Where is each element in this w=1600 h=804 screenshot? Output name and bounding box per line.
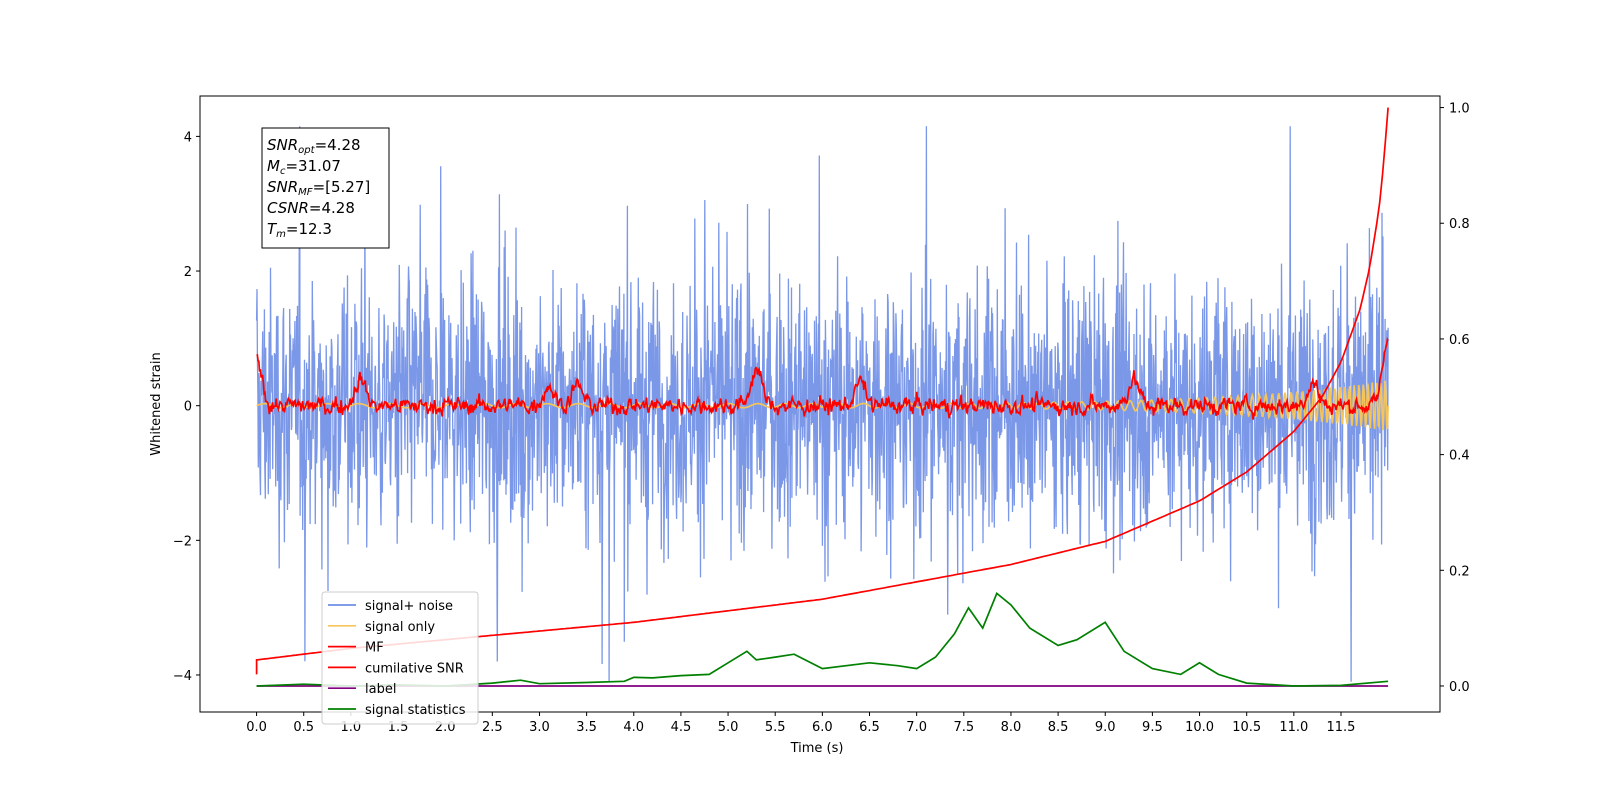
y2-tick-label: 1.0 — [1449, 102, 1470, 117]
x-tick-label: 10.0 — [1185, 720, 1214, 735]
annotation-line: SNRMF=[5.27] — [267, 178, 370, 198]
x-tick-label: 11.0 — [1279, 720, 1308, 735]
annotation-line: Tm=12.3 — [267, 220, 332, 240]
x-tick-label: 3.5 — [576, 720, 597, 735]
x-axis-label: Time (s) — [790, 741, 844, 756]
axes-frame — [199, 95, 1441, 713]
x-tick-label: 8.5 — [1048, 720, 1069, 735]
y2-tick-label: 0.8 — [1449, 217, 1470, 232]
x-tick-label: 3.0 — [529, 720, 550, 735]
legend: signal+ noise signal only MF cumilative SNR… — [321, 591, 479, 725]
y-tick-label: 4 — [184, 130, 192, 145]
x-tick-label: 0.0 — [246, 720, 267, 735]
y-axis-label: Whitened strain — [149, 352, 164, 455]
legend-label: cumilative SNR — [365, 661, 464, 676]
x-tick-label: 7.0 — [906, 720, 927, 735]
series-signal-noise — [255, 126, 1389, 682]
y-tick-label: −4 — [173, 669, 192, 684]
x-tick-label: 7.5 — [953, 720, 974, 735]
legend-label: signal+ noise — [365, 599, 453, 614]
legend-frame — [321, 591, 479, 725]
x-tick-label: 5.5 — [765, 720, 786, 735]
y-tick-label: −2 — [173, 534, 192, 549]
x-tick-label: 0.5 — [293, 720, 314, 735]
annotation-frame — [261, 127, 390, 249]
annotation-box: SNRopt=4.28Mc=31.07SNRMF=[5.27]CSNR=4.28… — [261, 127, 390, 249]
legend-label: MF — [365, 641, 384, 656]
x-tick-label: 4.5 — [671, 720, 692, 735]
series-signal-statistics — [256, 592, 1389, 687]
x-tick-label: 6.5 — [859, 720, 880, 735]
x-tick-label: 5.0 — [718, 720, 739, 735]
legend-label: signal statistics — [365, 703, 466, 718]
x-tick-label: 2.5 — [482, 720, 503, 735]
series-mf — [256, 336, 1389, 420]
y-tick-label: 0 — [184, 400, 192, 415]
x-tick-label: 6.0 — [812, 720, 833, 735]
x-tick-label: 9.5 — [1142, 720, 1163, 735]
annotation-line: CSNR=4.28 — [267, 199, 355, 217]
y2-tick-label: 0.2 — [1449, 564, 1470, 579]
x-tick-label: 9.0 — [1095, 720, 1116, 735]
y2-tick-label: 0.0 — [1449, 680, 1470, 695]
x-tick-label: 10.5 — [1232, 720, 1261, 735]
y-tick-label: 2 — [184, 265, 192, 280]
annotation-line: SNRopt=4.28 — [267, 136, 361, 156]
legend-label: signal only — [365, 620, 435, 635]
annotation-line: Mc=31.07 — [267, 157, 341, 177]
x-tick-label: 11.5 — [1327, 720, 1356, 735]
y2-tick-label: 0.4 — [1449, 449, 1470, 464]
x-tick-label: 4.0 — [623, 720, 644, 735]
y2-tick-label: 0.6 — [1449, 333, 1470, 348]
legend-label: label — [365, 682, 396, 697]
x-tick-label: 8.0 — [1001, 720, 1022, 735]
